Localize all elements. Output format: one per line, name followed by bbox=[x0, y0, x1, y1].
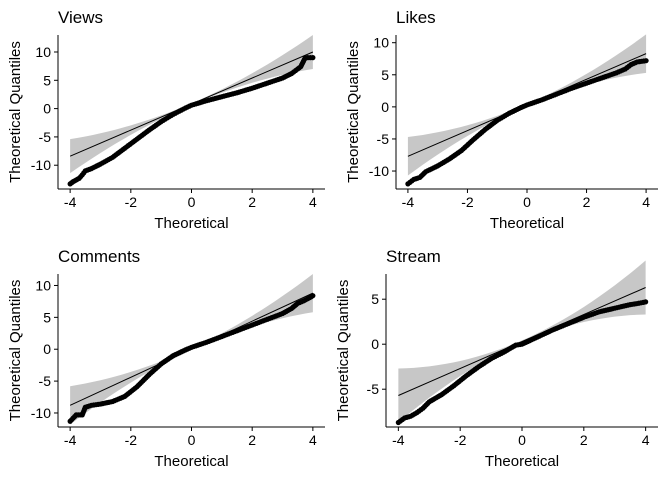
data-point bbox=[643, 299, 649, 305]
y-tick-label: 0 bbox=[43, 341, 51, 357]
x-tick-label: -4 bbox=[402, 194, 415, 210]
x-tick-label: -2 bbox=[125, 194, 138, 210]
panel-title: Views bbox=[58, 8, 103, 27]
y-tick-label: 5 bbox=[43, 72, 51, 88]
y-tick-label: 10 bbox=[35, 277, 51, 293]
data-point bbox=[643, 58, 649, 64]
x-tick-label: 0 bbox=[188, 194, 196, 210]
panel-title: Stream bbox=[386, 247, 441, 266]
y-tick-label: -10 bbox=[369, 163, 389, 179]
x-tick-label: 2 bbox=[248, 432, 256, 448]
y-tick-label: 0 bbox=[371, 336, 379, 352]
x-tick-label: -2 bbox=[454, 432, 467, 448]
x-tick-label: 2 bbox=[248, 194, 256, 210]
x-tick-label: 4 bbox=[309, 432, 317, 448]
y-tick-label: -10 bbox=[31, 157, 51, 173]
panel-stream: Stream -4 -2 0 2 4 -5 0 5 Theoretical Theoretical … bbox=[335, 247, 658, 470]
panel-title: Comments bbox=[58, 247, 140, 266]
panel-comments: Comments -4 -2 0 2 4 -10 -5 0 5 10 Theoretical Theor… bbox=[7, 247, 325, 470]
y-axis-label: Theoretical Quantiles bbox=[335, 280, 352, 422]
x-axis-label: Theoretical bbox=[490, 215, 564, 232]
x-axis-label: Theoretical bbox=[154, 453, 228, 470]
x-tick-label: -2 bbox=[125, 432, 138, 448]
x-tick-label: 0 bbox=[523, 194, 531, 210]
y-axis-label: Theoretical Quantiles bbox=[7, 41, 24, 183]
x-tick-label: 2 bbox=[580, 432, 588, 448]
data-point bbox=[310, 55, 316, 61]
y-tick-label: 10 bbox=[373, 35, 389, 51]
y-tick-label: 0 bbox=[381, 99, 389, 115]
x-tick-label: 4 bbox=[309, 194, 317, 210]
panel-title: Likes bbox=[396, 8, 436, 27]
y-tick-label: 5 bbox=[381, 67, 389, 83]
x-tick-label: -4 bbox=[392, 432, 405, 448]
y-tick-label: -5 bbox=[39, 129, 52, 145]
y-tick-label: -5 bbox=[377, 131, 390, 147]
panel-views: Views -4 -2 0 2 4 -10 -5 0 5 10 Theoretical Theoreti… bbox=[7, 8, 325, 232]
x-tick-label: 0 bbox=[518, 432, 526, 448]
x-tick-label: 2 bbox=[583, 194, 591, 210]
y-tick-label: 5 bbox=[371, 291, 379, 307]
y-tick-label: -10 bbox=[31, 405, 51, 421]
y-tick-label: -5 bbox=[367, 381, 380, 397]
x-tick-label: -4 bbox=[64, 432, 77, 448]
y-tick-label: -5 bbox=[39, 373, 52, 389]
data-point bbox=[310, 293, 316, 299]
panel-likes: Likes -4 -2 0 2 4 -10 -5 0 5 10 Theoretical Theoreti… bbox=[345, 8, 658, 232]
y-tick-label: 0 bbox=[43, 101, 51, 117]
x-tick-label: 0 bbox=[188, 432, 196, 448]
fit-line bbox=[398, 287, 646, 396]
x-tick-label: 4 bbox=[642, 432, 650, 448]
x-tick-label: -2 bbox=[461, 194, 474, 210]
y-tick-label: 5 bbox=[43, 309, 51, 325]
x-tick-label: 4 bbox=[642, 194, 650, 210]
x-axis-label: Theoretical bbox=[485, 453, 559, 470]
x-axis-label: Theoretical bbox=[154, 215, 228, 232]
y-axis-label: Theoretical Quantiles bbox=[7, 280, 24, 422]
y-tick-label: 10 bbox=[35, 44, 51, 60]
x-tick-label: -4 bbox=[64, 194, 77, 210]
y-axis-label: Theoretical Quantiles bbox=[345, 41, 362, 183]
